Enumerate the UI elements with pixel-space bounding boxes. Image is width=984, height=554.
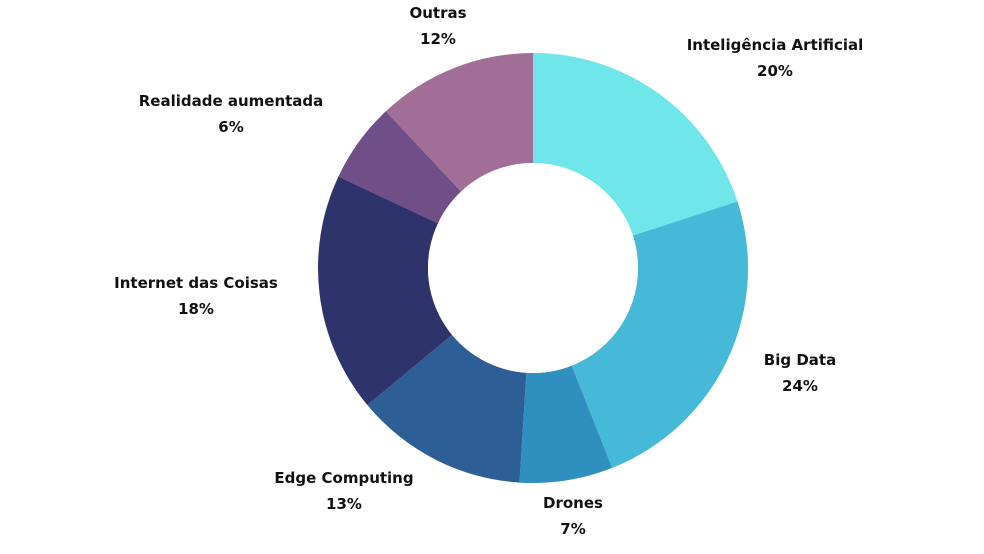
slice-label-value: 20% — [757, 62, 793, 80]
donut-slice-drones — [519, 365, 613, 483]
slice-labels: Inteligência Artificial 20% Big Data 24% Dro… — [114, 4, 863, 538]
donut-hole — [428, 163, 638, 373]
slice-label-value: 7% — [560, 520, 585, 538]
slice-label-name: Realidade aumentada — [139, 92, 324, 110]
donut-slice-intelig-ncia-artificial — [533, 53, 738, 236]
donut-slice-internet-das-coisas — [317, 176, 453, 406]
slice-label-value: 13% — [326, 495, 362, 513]
slice-label-name: Inteligência Artificial — [687, 36, 864, 54]
slice-label-value: 24% — [782, 377, 818, 395]
donut-slice-big-data — [571, 201, 748, 468]
slice-label-value: 12% — [420, 30, 456, 48]
slice-label-name: Internet das Coisas — [114, 274, 278, 292]
slice-label-value: 6% — [218, 118, 243, 136]
donut-slices — [317, 53, 748, 483]
donut-slice-outras — [385, 53, 533, 192]
slice-label-name: Outras — [409, 4, 466, 22]
slice-label-name: Big Data — [764, 351, 836, 369]
slice-label-name: Edge Computing — [274, 469, 413, 487]
slice-label-name: Drones — [543, 494, 603, 512]
slice-label-value: 18% — [178, 300, 214, 318]
donut-slice-realidade-aumentada — [338, 111, 462, 224]
donut-slice-edge-computing — [367, 334, 527, 483]
